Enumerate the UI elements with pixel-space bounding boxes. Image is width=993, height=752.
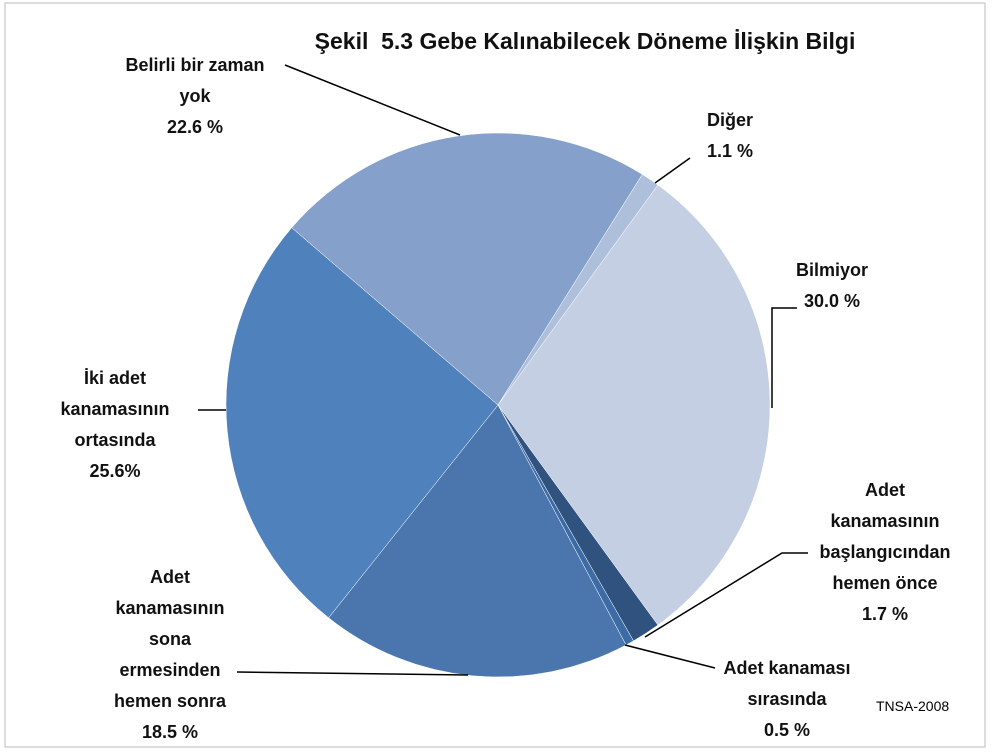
value-label: 18.5 % <box>141 721 199 742</box>
chart-title: Şekil 5.3 Gebe Kalınabilecek Döneme İliş… <box>314 28 856 54</box>
category-label: Adet kanamasının başlangıcından hemen ön… <box>819 479 951 593</box>
slice-label: İki adet kanamasının ortasında 25.6% <box>0 363 235 487</box>
slice-label: Adet kanamasının sona ermesinden hemen s… <box>50 562 290 748</box>
leader-line <box>284 64 461 136</box>
slice-label: Adet kanaması sırasında 0.5 % <box>667 653 907 746</box>
value-label: 1.1 % <box>706 140 754 161</box>
value-label: 30.0 % <box>803 290 861 311</box>
leader-line <box>236 671 469 676</box>
pie-slice <box>328 404 627 678</box>
pie-slice <box>497 184 771 626</box>
category-label: Belirli bir zaman yok <box>125 54 265 106</box>
leader-line <box>654 157 691 184</box>
slice-label: Belirli bir zaman yok 22.6 % <box>75 50 315 143</box>
leader-line <box>644 552 808 638</box>
source: TNSA-2008 <box>876 698 950 714</box>
leader-line <box>624 644 716 669</box>
category-label: İki adet kanamasının ortasında <box>60 367 170 450</box>
value-label: 1.7 % <box>861 603 909 624</box>
category-label: Diğer <box>706 109 753 130</box>
pie-slice <box>225 227 499 619</box>
value-label: 0.5 % <box>763 719 811 740</box>
category-label: Adet kanamasının sona ermesinden hemen s… <box>113 566 227 711</box>
slice-label: Diğer 1.1 % <box>610 105 850 167</box>
category-label: Adet kanaması sırasında <box>723 657 851 709</box>
category-label: Bilmiyor <box>795 259 869 280</box>
value-label: 22.6 % <box>166 116 224 137</box>
pie-slice <box>497 174 659 406</box>
slice-label: Bilmiyor 30.0 % <box>712 255 952 317</box>
value-label: 25.6% <box>89 460 141 481</box>
pie-slice <box>291 132 643 406</box>
frame <box>4 2 986 748</box>
leader-line <box>771 307 797 408</box>
slice-label: Adet kanamasının başlangıcından hemen ön… <box>765 475 993 630</box>
